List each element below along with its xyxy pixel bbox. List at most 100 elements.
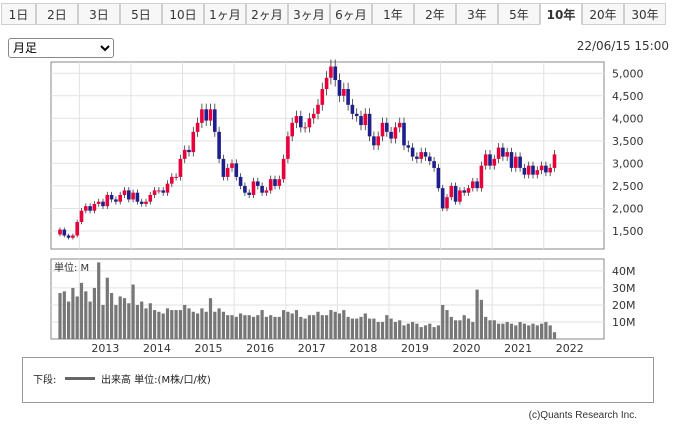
tab-1[interactable]: 2日 (36, 3, 78, 25)
tab-14[interactable]: 20年 (582, 3, 624, 25)
volume-bar (325, 315, 329, 339)
volume-bar (436, 325, 440, 339)
candle-body (92, 203, 97, 211)
price-tick-label: 3,000 (612, 157, 644, 170)
volume-bar (122, 298, 127, 339)
legend-swatch (65, 377, 95, 380)
tab-2[interactable]: 3日 (78, 3, 120, 25)
volume-bar (84, 291, 88, 339)
volume-bar (376, 321, 380, 339)
candle-body (273, 179, 277, 186)
candle-body (294, 116, 299, 123)
tab-8[interactable]: 6ヶ月 (330, 3, 372, 25)
volume-bar (402, 325, 406, 339)
candle-body (311, 113, 316, 119)
candle-body (496, 147, 501, 159)
volume-bar (509, 323, 514, 339)
candle-body (552, 154, 557, 168)
tab-0[interactable]: 1日 (1, 3, 36, 25)
candle-body (514, 156, 518, 168)
timestamp: 22/06/15 15:00 (576, 39, 669, 53)
tab-12[interactable]: 5年 (498, 3, 540, 25)
volume-bar (71, 287, 75, 339)
candle-body (157, 190, 161, 192)
price-tick-label: 1,500 (612, 225, 644, 238)
candle-body (213, 109, 217, 132)
candle-body (522, 167, 527, 175)
volume-bar (92, 287, 96, 339)
candle-body (372, 136, 376, 146)
candle-body (415, 156, 419, 159)
volume-bar (131, 284, 135, 339)
candle-body (225, 167, 230, 177)
candle-body (440, 188, 445, 209)
candle-body (200, 109, 204, 123)
volume-bar (415, 323, 419, 339)
tab-15[interactable]: 30年 (624, 3, 666, 25)
candle-body (243, 185, 247, 193)
volume-bar (264, 316, 268, 339)
volume-bar (544, 321, 548, 339)
volume-bar (471, 321, 475, 339)
candle-body (423, 152, 428, 157)
candle-body (453, 185, 458, 202)
candle-body (66, 235, 71, 238)
volume-bar (148, 303, 152, 339)
candle-body (363, 113, 368, 126)
period-select[interactable]: 月足 (8, 38, 114, 58)
volume-bar (411, 321, 415, 339)
candle-body (535, 170, 540, 175)
volume-bar (505, 321, 509, 339)
volume-bar (488, 320, 492, 339)
volume-bar (144, 308, 148, 339)
tab-7[interactable]: 3ヶ月 (288, 3, 330, 25)
volume-bar (368, 318, 372, 339)
volume-bar (492, 320, 496, 339)
tab-11[interactable]: 3年 (456, 3, 498, 25)
volume-bar (475, 289, 479, 339)
tab-5[interactable]: 1ヶ月 (204, 3, 246, 25)
tab-4[interactable]: 10日 (162, 3, 204, 25)
candle-body (195, 122, 200, 132)
candle-body (299, 116, 303, 128)
candle-body (118, 194, 122, 202)
tab-10[interactable]: 2年 (414, 3, 456, 25)
x-tick-label: 2014 (143, 342, 171, 355)
candle-body (389, 131, 393, 139)
candle-body (96, 201, 101, 204)
volume-bar (187, 308, 191, 339)
volume-bar (208, 298, 213, 339)
price-tick-label: 3,500 (612, 135, 644, 148)
candle-body (238, 176, 243, 186)
volume-bar (363, 313, 367, 339)
volume-bar (110, 293, 114, 339)
candle-body (483, 154, 488, 166)
volume-bar (423, 325, 428, 339)
tab-13[interactable]: 10年 (540, 3, 582, 25)
candle-body (204, 109, 208, 121)
volume-bar (385, 315, 389, 339)
candle-body (526, 165, 531, 175)
volume-bar (105, 277, 109, 339)
tab-6[interactable]: 2ヶ月 (246, 3, 288, 25)
volume-bar (428, 323, 432, 339)
candle-body (385, 122, 389, 132)
x-tick-label: 2015 (195, 342, 223, 355)
candle-body (114, 199, 118, 202)
candle-body (191, 131, 196, 153)
volume-bar (153, 310, 157, 339)
candle-body (333, 66, 337, 81)
candle-body (432, 161, 436, 168)
candle-body (488, 154, 492, 166)
volume-bar (247, 315, 251, 339)
candle-body (475, 181, 479, 189)
candle-body (268, 179, 273, 191)
candle-body (286, 136, 290, 159)
candle-body (428, 156, 432, 162)
tab-9[interactable]: 1年 (372, 3, 414, 25)
candle-body (367, 113, 372, 137)
volume-bar (67, 301, 71, 339)
candle-body (290, 122, 294, 137)
tab-3[interactable]: 5日 (120, 3, 162, 25)
volume-bar (165, 308, 170, 339)
